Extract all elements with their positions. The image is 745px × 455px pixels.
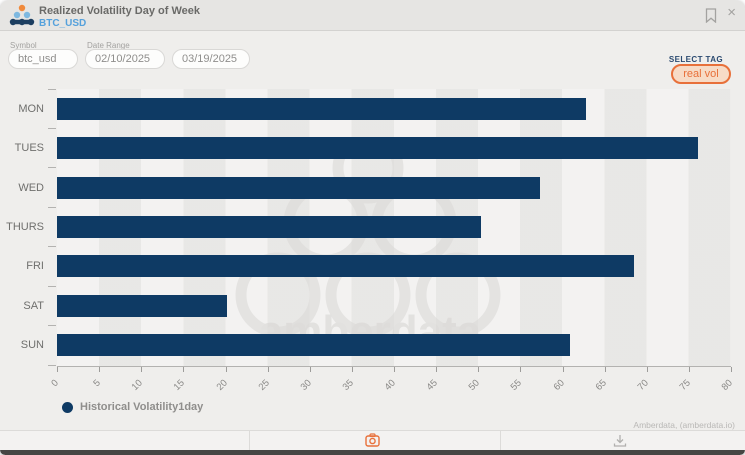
y-axis-label: SUN bbox=[20, 339, 44, 352]
footer-divider bbox=[500, 431, 501, 450]
bar-thurs[interactable] bbox=[57, 215, 481, 238]
x-axis-tick-label: 70 bbox=[635, 377, 651, 393]
x-axis: 0 5 10 15 20 25 30 35 40 45 50 55 60 65 70 75 80 bbox=[49, 366, 735, 399]
y-axis-tick bbox=[48, 167, 56, 169]
real-vol-tag-button[interactable]: real vol bbox=[671, 64, 731, 84]
footer-divider bbox=[249, 431, 250, 450]
x-axis-tick-label: 55 bbox=[509, 377, 525, 393]
x-axis-tick-label: 30 bbox=[298, 377, 314, 393]
legend-item[interactable]: Historical Volatility1day bbox=[62, 401, 203, 413]
y-axis-tick bbox=[48, 127, 56, 129]
bar-sun[interactable] bbox=[57, 334, 571, 357]
x-axis-tick-label: 15 bbox=[172, 377, 188, 393]
amberdata-logo-icon bbox=[9, 4, 35, 26]
page-title: Realized Volatility Day of Week bbox=[39, 5, 200, 17]
chart-row: SAT bbox=[0, 286, 731, 325]
chart-row: MON bbox=[0, 89, 731, 128]
x-axis-tick-label: 65 bbox=[593, 377, 609, 393]
date-to-input[interactable] bbox=[172, 49, 250, 69]
window-bottom-edge bbox=[0, 450, 745, 455]
x-axis-tick-label: 35 bbox=[340, 377, 356, 393]
symbol-subtitle: BTC_USD bbox=[39, 18, 87, 29]
close-icon[interactable]: × bbox=[727, 4, 736, 21]
x-axis-tick-label: 60 bbox=[551, 377, 567, 393]
x-axis-tick-label: 25 bbox=[256, 377, 272, 393]
y-axis-tick bbox=[48, 325, 56, 327]
bar-tues[interactable] bbox=[57, 137, 699, 160]
select-tag-label: SELECT TAG bbox=[668, 55, 723, 64]
bar-sat[interactable] bbox=[57, 294, 228, 317]
chart-row: THURS bbox=[0, 207, 731, 246]
bar-track bbox=[57, 215, 731, 238]
symbol-label: Symbol bbox=[10, 41, 37, 50]
bar-track bbox=[57, 255, 731, 278]
x-axis-tick-label: 20 bbox=[214, 377, 230, 393]
y-axis-tick bbox=[48, 285, 56, 287]
x-axis-tick-label: 75 bbox=[677, 377, 693, 393]
bar-track bbox=[57, 137, 731, 160]
bar-track bbox=[57, 334, 731, 357]
legend-label: Historical Volatility1day bbox=[80, 401, 204, 413]
chart-row: TUES bbox=[0, 128, 731, 167]
title-bar: Realized Volatility Day of Week BTC_USD … bbox=[0, 0, 745, 31]
y-axis-tick bbox=[48, 206, 56, 208]
x-axis-tick-label: 80 bbox=[719, 377, 735, 393]
date-range-label: Date Range bbox=[87, 41, 130, 50]
bar-wed[interactable] bbox=[57, 176, 540, 199]
y-axis-label: TUES bbox=[14, 142, 44, 155]
y-axis-tick bbox=[48, 364, 56, 366]
bar-mon[interactable] bbox=[57, 97, 587, 120]
date-from-input[interactable] bbox=[85, 49, 165, 69]
bar-track bbox=[57, 176, 731, 199]
bar-fri[interactable] bbox=[57, 255, 635, 278]
x-axis-tick-label: 10 bbox=[129, 377, 146, 393]
chart-row: WED bbox=[0, 168, 731, 207]
attribution-text: Amberdata, (amberdata.io) bbox=[633, 420, 735, 430]
bookmark-icon[interactable] bbox=[705, 8, 717, 23]
y-axis-tick bbox=[48, 246, 56, 248]
bar-track bbox=[57, 97, 731, 120]
chart-row: FRI bbox=[0, 247, 731, 286]
x-axis-tick-label: 45 bbox=[424, 377, 441, 393]
x-axis-tick-label: 40 bbox=[382, 377, 398, 393]
chart-row: SUN bbox=[0, 326, 731, 365]
symbol-input[interactable] bbox=[8, 49, 78, 69]
y-axis-label: THURS bbox=[6, 220, 44, 233]
y-axis-label: WED bbox=[18, 181, 44, 194]
chart-rows: MON TUES WED THURS FRI SAT SUN bbox=[0, 88, 731, 366]
y-axis-tick bbox=[48, 88, 56, 90]
x-axis-tick-label: 50 bbox=[466, 377, 483, 393]
x-axis-tick-label: 5 bbox=[91, 377, 104, 390]
bar-track bbox=[57, 294, 731, 317]
download-icon[interactable] bbox=[613, 434, 627, 450]
camera-screenshot-icon[interactable] bbox=[365, 433, 380, 450]
footer-toolbar bbox=[0, 430, 745, 450]
y-axis-label: SAT bbox=[23, 299, 44, 312]
x-axis-tick-label: 0 bbox=[49, 377, 61, 390]
legend-swatch bbox=[62, 401, 73, 413]
y-axis-label: FRI bbox=[26, 260, 44, 273]
y-axis-label: MON bbox=[18, 102, 44, 115]
